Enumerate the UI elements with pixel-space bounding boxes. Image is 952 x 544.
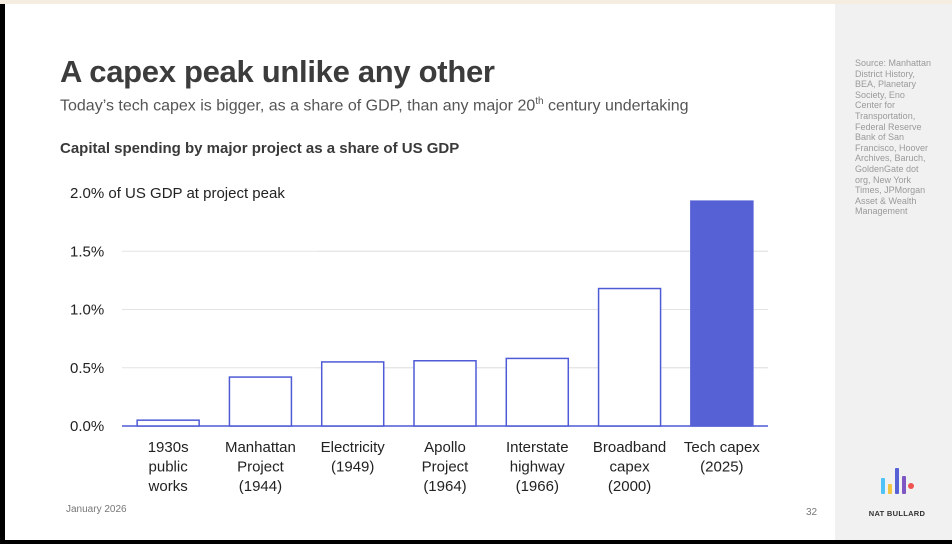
x-tick-label-line: (2000) xyxy=(608,478,651,495)
x-tick-label: Tech capex (2025) xyxy=(684,439,760,476)
x-tick-label-line: Tech capex xyxy=(684,439,760,456)
x-tick-label-line: Project xyxy=(422,459,470,476)
subtitle-superscript: th xyxy=(535,96,544,107)
x-tick-label: Interstate highway (1966) xyxy=(506,439,569,495)
footer-date: January 2026 xyxy=(66,504,127,515)
chart-heading: Capital spending by major project as a s… xyxy=(60,140,460,157)
y-tick-label: 2.0% of US GDP at project peak xyxy=(70,185,285,202)
x-tick-label-line: Interstate xyxy=(506,439,569,456)
source-note: Source: Manhattan District History, BEA,… xyxy=(855,58,932,217)
bar xyxy=(320,361,385,427)
x-tick-label-line: 1930s xyxy=(148,439,189,456)
x-tick-label-line: Broadband xyxy=(593,439,666,456)
x-tick-label-line: Project xyxy=(237,459,285,476)
subtitle-text-end: century undertaking xyxy=(543,97,689,115)
x-tick-label: Broadband capex (2000) xyxy=(593,439,666,495)
bar xyxy=(413,360,477,427)
slide-title: A capex peak unlike any other xyxy=(60,54,495,89)
x-tick-label-line: (1966) xyxy=(516,478,559,495)
brand-name: NAT BULLARD xyxy=(868,509,926,518)
x-label-layer: 1930s public works Manhattan Project (1944) El… xyxy=(148,439,761,495)
x-tick-label-line: highway xyxy=(510,459,566,476)
page-number: 32 xyxy=(806,507,818,518)
x-tick-label: Electricity (1949) xyxy=(321,439,386,476)
bar-chart: 0.0% 0.5% 1.0% 1.5% 2.0% of US GDP at projec… xyxy=(70,185,768,495)
subtitle-text: Today’s tech capex is bigger, as a share… xyxy=(60,97,536,115)
top-strip xyxy=(0,0,952,4)
bar xyxy=(690,200,754,427)
x-tick-label-line: (1949) xyxy=(331,459,374,476)
bar-layer xyxy=(136,200,754,427)
slide-subtitle: Today’s tech capex is bigger, as a share… xyxy=(60,96,689,115)
bar xyxy=(505,357,570,427)
x-tick-label-line: Manhattan xyxy=(225,439,296,456)
x-tick-label: 1930s public works xyxy=(148,439,189,495)
x-tick-label-line: Apollo xyxy=(424,439,466,456)
side-panel xyxy=(835,4,952,540)
x-tick-label-line: (2025) xyxy=(700,459,743,476)
bar xyxy=(597,287,662,427)
x-tick-label-line: (1944) xyxy=(239,478,282,495)
y-tick-label: 0.0% xyxy=(70,418,104,435)
bar xyxy=(136,419,200,427)
y-tick-label: 1.0% xyxy=(70,302,104,319)
x-tick-label-line: capex xyxy=(610,459,651,476)
x-tick-label: Manhattan Project (1944) xyxy=(225,439,296,495)
x-tick-label-line: public xyxy=(149,459,189,476)
y-tick-label: 0.5% xyxy=(70,360,104,377)
bar xyxy=(228,376,293,427)
y-tick-label: 1.5% xyxy=(70,243,104,260)
y-tick-layer: 0.0% 0.5% 1.0% 1.5% 2.0% of US GDP at projec… xyxy=(70,185,285,435)
x-tick-label-line: (1964) xyxy=(423,478,466,495)
x-tick-label: Apollo Project (1964) xyxy=(422,439,470,495)
x-tick-label-line: Electricity xyxy=(321,439,386,456)
bar-chart-logo-icon xyxy=(881,468,914,494)
x-tick-label-line: works xyxy=(148,478,188,495)
